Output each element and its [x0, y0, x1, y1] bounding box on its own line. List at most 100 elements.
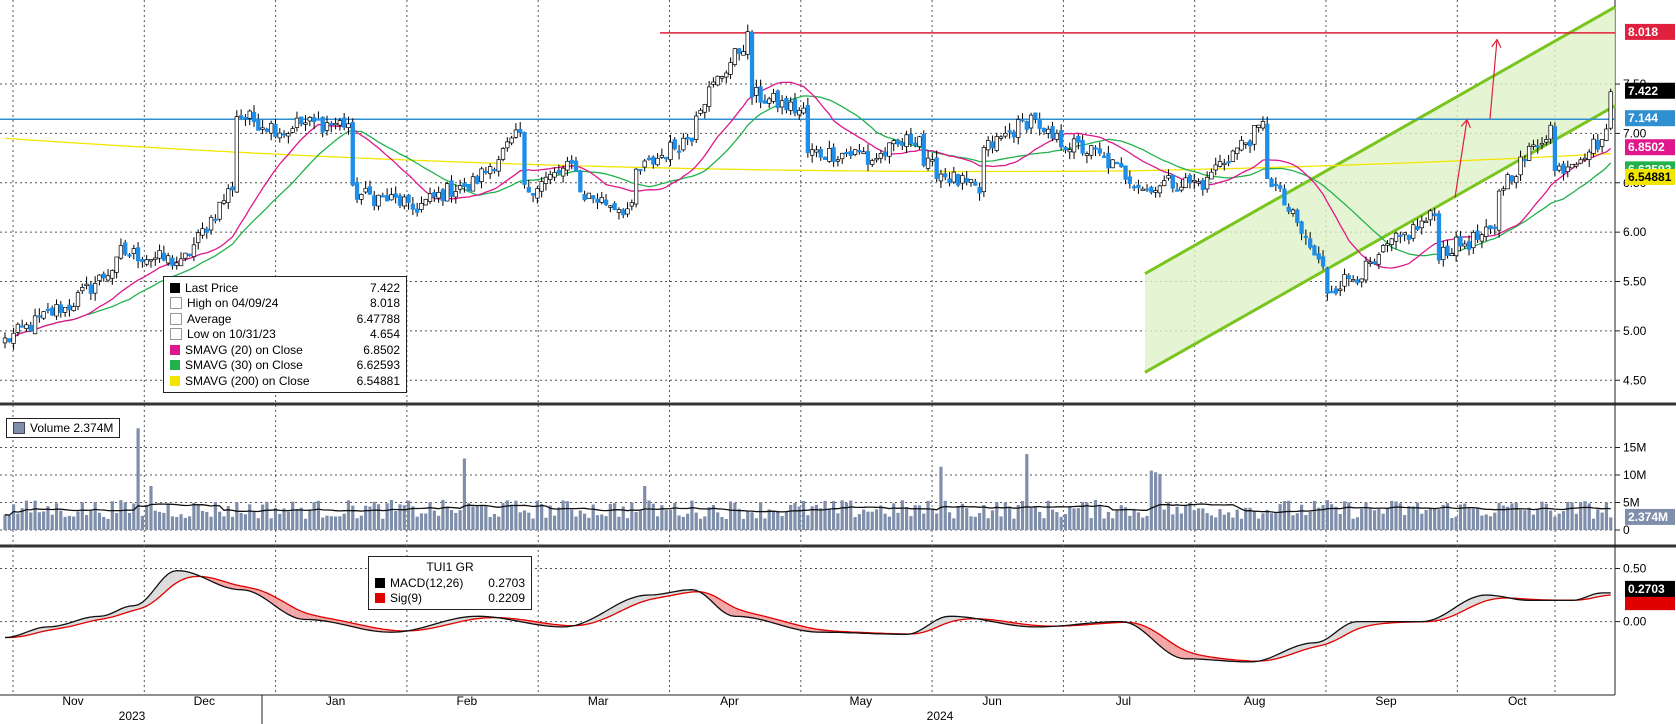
candle-body [58, 304, 63, 313]
candle-body [646, 157, 652, 161]
volume-bar [1201, 508, 1205, 530]
candle-body [1599, 139, 1605, 147]
volume-bar [728, 501, 733, 530]
candle-body [1299, 221, 1304, 234]
candle-body [1222, 162, 1227, 166]
macd-fill [726, 603, 731, 616]
candle-body [560, 167, 566, 177]
candle-body [131, 248, 136, 254]
macd-fill [636, 595, 641, 605]
volume-bar [939, 466, 943, 530]
volume-bar [1188, 502, 1192, 530]
candle-body [11, 332, 16, 344]
volume-bar [346, 500, 351, 530]
volume-bar [299, 507, 303, 530]
volume-bar [1231, 517, 1235, 530]
volume-bar [780, 516, 784, 530]
candle-body [1402, 232, 1407, 236]
candle-body [294, 117, 300, 128]
volume-bar [1063, 514, 1068, 530]
volume-bar [1089, 518, 1093, 530]
volume-bar [269, 518, 273, 530]
candle-body [1144, 188, 1150, 191]
legend-label: Low on 10/31/23 [187, 327, 276, 342]
candle-body [1432, 213, 1437, 217]
volume-bar [188, 516, 192, 530]
candle-body [1569, 163, 1575, 169]
price-legend-row: Low on 10/31/23 4.654 [170, 327, 400, 343]
volume-bar [720, 516, 724, 530]
volume-bar [1158, 473, 1162, 530]
volume-bar [583, 513, 587, 530]
candle-body [805, 105, 811, 154]
candle-body [479, 168, 484, 183]
candle-body [1479, 234, 1485, 242]
candle-body [1308, 238, 1313, 248]
candle-body [1076, 136, 1081, 143]
candle-body [273, 123, 278, 137]
legend-swatch-icon [170, 328, 182, 341]
candle-body [1162, 180, 1167, 187]
candle-body [1140, 188, 1145, 191]
volume-bar [376, 504, 381, 530]
volume-bar [1321, 505, 1325, 530]
volume-bar [1145, 515, 1149, 530]
volume-bar [1076, 508, 1080, 530]
candle-body [500, 148, 506, 160]
candle-body [1046, 128, 1051, 134]
candle-body [509, 137, 514, 144]
candle-body [977, 187, 982, 194]
candle-body [1204, 176, 1210, 190]
macd-fill [150, 588, 156, 604]
price-legend-row: Last Price 7.422 [170, 280, 400, 296]
candle-body [1187, 174, 1193, 184]
volume-last-label: 2.374M [1628, 510, 1668, 524]
volume-bar [874, 509, 879, 530]
candle-body [1200, 179, 1205, 190]
volume-bar [1484, 514, 1488, 530]
candle-body [745, 31, 750, 55]
candle-body [1037, 118, 1042, 129]
candle-body [934, 157, 939, 179]
volume-bar [127, 512, 132, 530]
volume-bar [1390, 500, 1394, 530]
volume-bar [561, 500, 565, 530]
candle-body [496, 159, 501, 172]
volume-bar [1330, 504, 1334, 530]
y-tick-label: 4.50 [1623, 373, 1647, 387]
macd-fill [1447, 609, 1452, 618]
volume-bar [11, 504, 16, 530]
volume-bar [1248, 507, 1252, 530]
volume-bar [832, 501, 836, 530]
macd-fill [1168, 640, 1173, 656]
candle-body [681, 137, 686, 151]
candle-body [771, 93, 776, 102]
candle-body [1256, 124, 1261, 128]
candle-body [513, 129, 519, 138]
volume-bar [1287, 500, 1291, 530]
candle-body [1097, 148, 1102, 154]
volume-bar [84, 514, 89, 530]
volume-bar [1081, 501, 1085, 530]
macd-fill [1353, 621, 1358, 631]
volume-bar [690, 500, 694, 530]
x-tick-label: Mar [588, 694, 609, 708]
candle-body [1428, 210, 1433, 221]
volume-bar [750, 512, 754, 530]
volume-bar [93, 502, 97, 530]
volume-bar [449, 510, 454, 530]
candle-body [1016, 119, 1021, 138]
volume-bar [686, 513, 690, 530]
candle-body [1286, 206, 1291, 212]
volume-bar [797, 506, 801, 530]
x-tick-label: Aug [1244, 694, 1265, 708]
volume-bar [424, 513, 428, 530]
candle-body [1028, 114, 1034, 129]
macd-fill [284, 602, 289, 615]
macd-fill [142, 598, 147, 608]
volume-bar [145, 504, 149, 530]
volume-bar [1171, 514, 1175, 530]
candle-body [178, 258, 184, 267]
macd-fill [936, 618, 941, 628]
volume-bar [59, 510, 63, 530]
